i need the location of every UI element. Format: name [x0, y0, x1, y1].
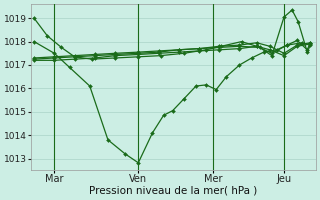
X-axis label: Pression niveau de la mer( hPa ): Pression niveau de la mer( hPa ): [90, 186, 258, 196]
